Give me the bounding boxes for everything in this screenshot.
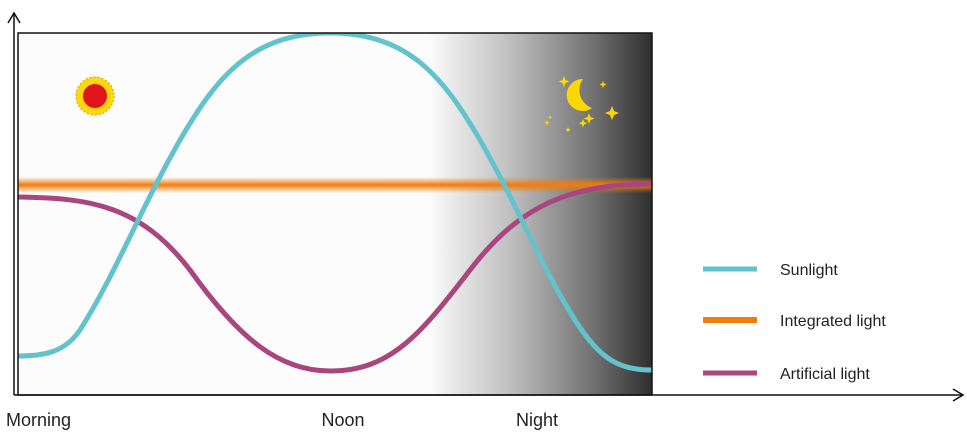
- legend-label-sunlight: Sunlight: [780, 262, 838, 279]
- crescent-moon-icon: [566, 78, 592, 111]
- legend-label-artificial: Artificial light: [780, 366, 870, 383]
- integrated-light-band: [18, 177, 652, 193]
- star-icon: [544, 76, 619, 133]
- legend-item-sunlight: Sunlight: [703, 262, 838, 279]
- legend-label-integrated: Integrated light: [780, 313, 886, 330]
- legend: Sunlight Integrated light Artificial lig…: [703, 262, 886, 383]
- x-label-night: Night: [516, 410, 558, 430]
- legend-item-artificial: Artificial light: [703, 366, 870, 383]
- sun-icon: [75, 76, 115, 116]
- x-label-morning: Morning: [6, 410, 71, 430]
- x-label-noon: Noon: [321, 410, 364, 430]
- night-shading: [420, 33, 652, 395]
- legend-item-integrated: Integrated light: [703, 313, 886, 330]
- y-axis: [7, 11, 21, 395]
- x-axis: [14, 388, 965, 402]
